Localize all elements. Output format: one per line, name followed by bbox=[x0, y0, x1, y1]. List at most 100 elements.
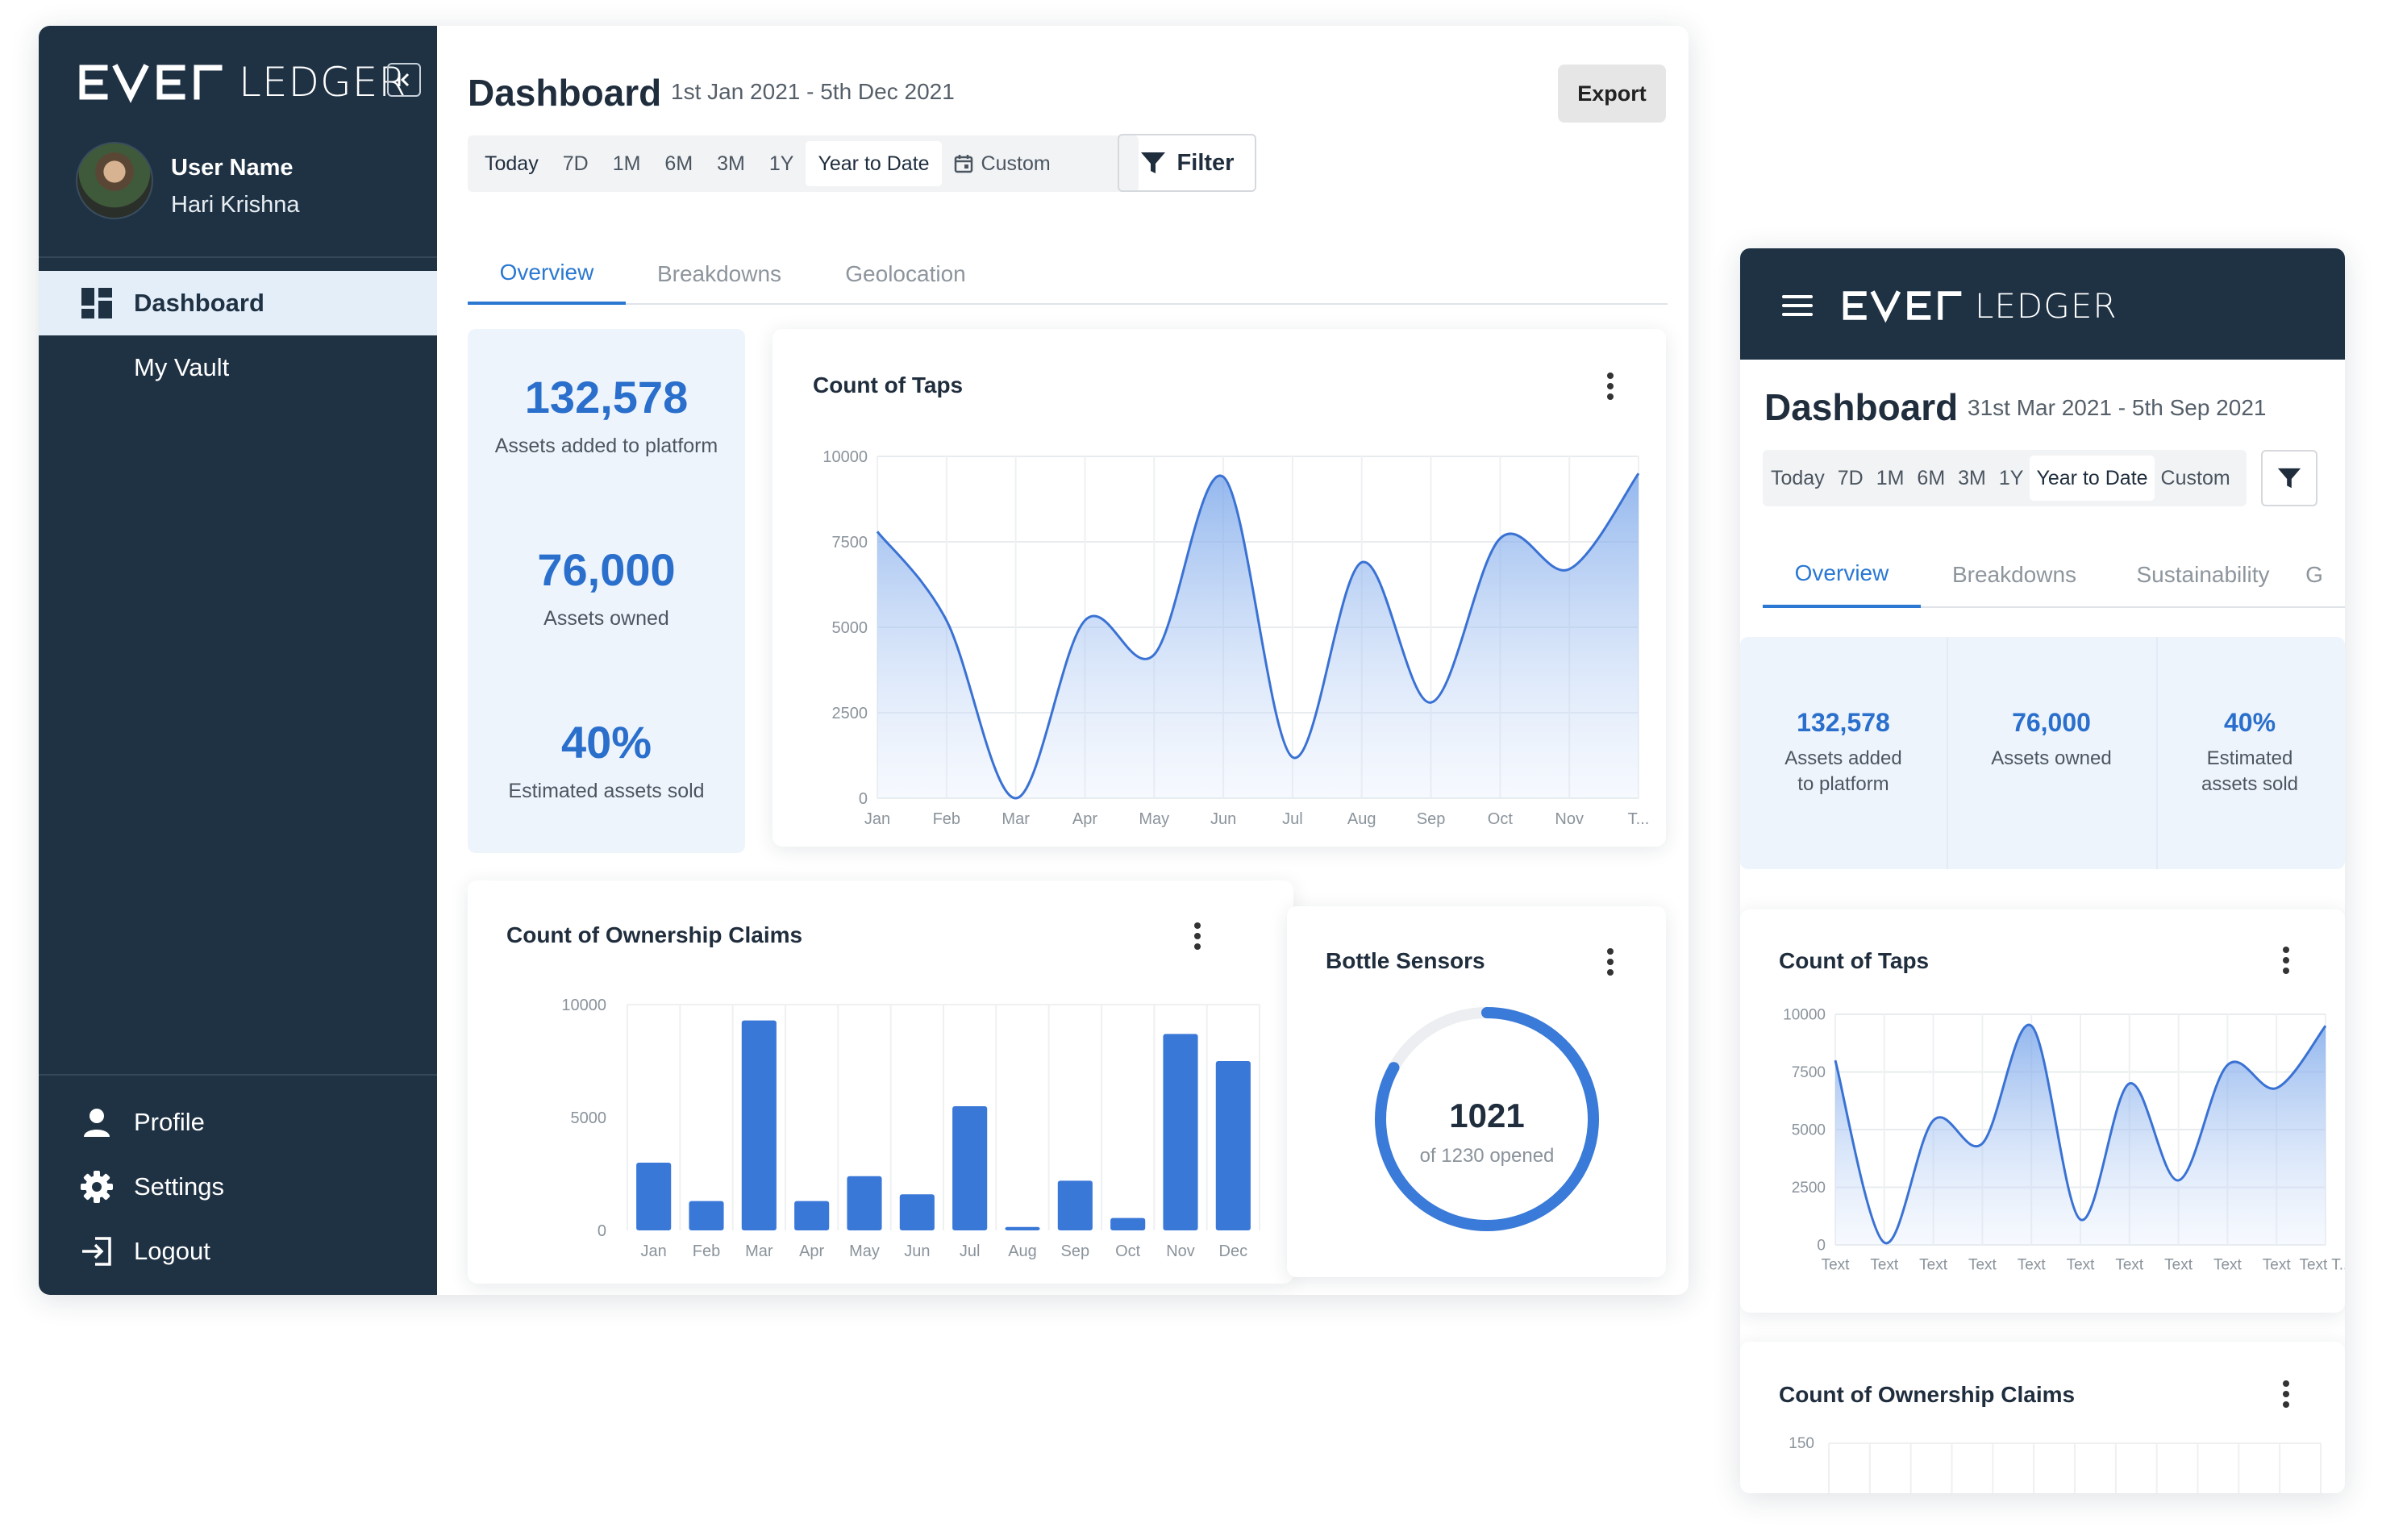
sidebar-item-dashboard[interactable]: Dashboard bbox=[39, 271, 437, 335]
sensor-value: 1021 bbox=[1449, 1097, 1525, 1134]
taps-title: Count of Taps bbox=[1779, 948, 1930, 973]
sidebar-item-label: My Vault bbox=[134, 353, 230, 381]
y-tick-label: 0 bbox=[598, 1222, 606, 1240]
range-7d[interactable]: 7D bbox=[562, 152, 589, 175]
x-tick-label: Text bbox=[2115, 1256, 2144, 1273]
bar bbox=[636, 1163, 672, 1230]
kpi-label: Assets added to platform bbox=[494, 435, 718, 457]
tab-bar: Overview Breakdowns Sustainability G bbox=[1763, 542, 2345, 608]
range-1y[interactable]: 1Y bbox=[1998, 466, 2024, 489]
x-tick-label: T... bbox=[1628, 810, 1650, 828]
area-fill bbox=[1835, 1025, 2326, 1245]
sidebar-divider bbox=[39, 1074, 437, 1076]
kpi-assets-added: 132,578 Assets added to platform bbox=[1747, 708, 1940, 798]
range-today[interactable]: Today bbox=[1771, 466, 1825, 489]
tab-overview[interactable]: Overview bbox=[468, 243, 626, 305]
x-tick-label: Text bbox=[1968, 1256, 1997, 1273]
more-options-icon[interactable] bbox=[1193, 922, 1201, 950]
tab-breakdowns[interactable]: Breakdowns bbox=[656, 261, 782, 286]
range-selector: Today 7D 1M 6M 3M 1Y Year to Date Custom bbox=[468, 135, 1139, 192]
tab-geolocation[interactable]: Geolocation bbox=[845, 261, 966, 286]
page-title: Dashboard bbox=[1764, 386, 1959, 428]
claims-title: Count of Ownership Claims bbox=[1779, 1382, 2076, 1407]
x-tick-label: Nov bbox=[1166, 1242, 1195, 1260]
range-custom[interactable]: Custom bbox=[942, 141, 1063, 186]
bar bbox=[952, 1106, 988, 1230]
x-tick-label: Text bbox=[2213, 1256, 2242, 1273]
taps-chart: 10000 7500 5000 2500 0 Jan Feb Mar Apr May Jun Jul A… bbox=[822, 448, 1650, 828]
dashboard-icon bbox=[81, 287, 113, 319]
range-custom[interactable]: Custom bbox=[2160, 466, 2230, 489]
ever-logo-mark bbox=[79, 64, 223, 103]
kpi-label: Assets owned bbox=[543, 607, 669, 630]
tab-breakdowns[interactable]: Breakdowns bbox=[1951, 562, 2077, 587]
user-icon bbox=[81, 1106, 113, 1138]
sensor-progress-ring bbox=[1375, 1007, 1599, 1231]
taps-title: Count of Taps bbox=[813, 373, 964, 397]
menu-icon[interactable] bbox=[1782, 295, 1813, 316]
filter-icon bbox=[1140, 152, 1165, 173]
collapse-sidebar-button[interactable] bbox=[387, 63, 421, 97]
tab-sustainability[interactable]: Sustainability bbox=[2136, 562, 2270, 587]
range-year-to-date[interactable]: Year to Date bbox=[2030, 456, 2155, 501]
kpi-value: 40% bbox=[560, 717, 652, 768]
range-year-to-date[interactable]: Year to Date bbox=[806, 141, 942, 186]
x-tick-label: Text bbox=[2067, 1256, 2096, 1273]
x-tick-label: Mar bbox=[745, 1242, 773, 1260]
filter-button[interactable]: Filter bbox=[1118, 134, 1256, 192]
sensors-title: Bottle Sensors bbox=[1326, 948, 1485, 973]
range-1m[interactable]: 1M bbox=[1876, 466, 1905, 489]
kpi-value: 76,000 bbox=[537, 544, 676, 595]
kpi-assets-added: 132,578 Assets added to platform bbox=[468, 371, 745, 458]
series-line bbox=[1834, 1023, 2327, 1245]
bar bbox=[741, 1020, 777, 1230]
range-3m[interactable]: 3M bbox=[1958, 466, 1986, 489]
y-tick-label: 10000 bbox=[1783, 1007, 1826, 1024]
everledger-logo: LEDGER bbox=[76, 58, 407, 106]
filter-icon bbox=[2277, 468, 2301, 489]
x-tick-label: Jun bbox=[904, 1242, 930, 1260]
x-tick-label: Aug bbox=[1347, 810, 1376, 828]
bar bbox=[794, 1201, 830, 1230]
y-tick-label: 7500 bbox=[1792, 1064, 1826, 1081]
tab-overflow[interactable]: G bbox=[2305, 562, 2323, 587]
range-1m[interactable]: 1M bbox=[612, 152, 641, 175]
x-tick-label: Text T... bbox=[2299, 1256, 2345, 1273]
range-today[interactable]: Today bbox=[485, 152, 539, 175]
x-tick-label: Jul bbox=[1282, 810, 1303, 828]
x-tick-label: Oct bbox=[1115, 1242, 1141, 1260]
avatar[interactable] bbox=[76, 142, 153, 219]
calendar-icon bbox=[954, 155, 972, 173]
sidebar-item-logout[interactable]: Logout bbox=[39, 1219, 437, 1284]
filter-button[interactable] bbox=[2261, 450, 2317, 506]
sensors-card bbox=[1287, 906, 1666, 1277]
logo-suffix: LEDGER bbox=[1975, 285, 2118, 326]
more-options-icon[interactable] bbox=[2282, 1380, 2290, 1408]
more-options-icon[interactable] bbox=[1606, 948, 1614, 976]
x-tick-label: Sep bbox=[1061, 1242, 1090, 1260]
range-6m[interactable]: 6M bbox=[664, 152, 693, 175]
range-3m[interactable]: 3M bbox=[717, 152, 745, 175]
range-7d[interactable]: 7D bbox=[1837, 466, 1864, 489]
tab-overview[interactable]: Overview bbox=[1763, 542, 1921, 608]
sidebar-item-my-vault[interactable]: My Vault bbox=[39, 335, 437, 400]
range-6m[interactable]: 6M bbox=[1917, 466, 1946, 489]
x-tick-label: Jan bbox=[641, 1242, 667, 1260]
x-tick-label: Jul bbox=[960, 1242, 981, 1260]
x-tick-label: Jan bbox=[864, 810, 890, 828]
y-tick-label: 5000 bbox=[1792, 1122, 1826, 1139]
range-custom-label: Custom bbox=[981, 152, 1051, 175]
sidebar-item-settings[interactable]: Settings bbox=[39, 1155, 437, 1219]
more-options-icon[interactable] bbox=[2282, 947, 2290, 974]
filter-label: Filter bbox=[1176, 149, 1235, 176]
export-button[interactable]: Export bbox=[1558, 65, 1666, 123]
range-selector: Today 7D 1M 6M 3M 1Y Year to Date Custom bbox=[1763, 450, 2247, 506]
more-options-icon[interactable] bbox=[1606, 373, 1614, 400]
sensor-subtitle: of 1230 opened bbox=[1419, 1145, 1555, 1167]
sidebar-item-profile[interactable]: Profile bbox=[39, 1090, 437, 1155]
claims-title: Count of Ownership Claims bbox=[506, 922, 803, 947]
x-tick-label: Apr bbox=[799, 1242, 824, 1260]
y-tick-label: 10000 bbox=[561, 997, 606, 1014]
range-1y[interactable]: 1Y bbox=[768, 152, 794, 175]
